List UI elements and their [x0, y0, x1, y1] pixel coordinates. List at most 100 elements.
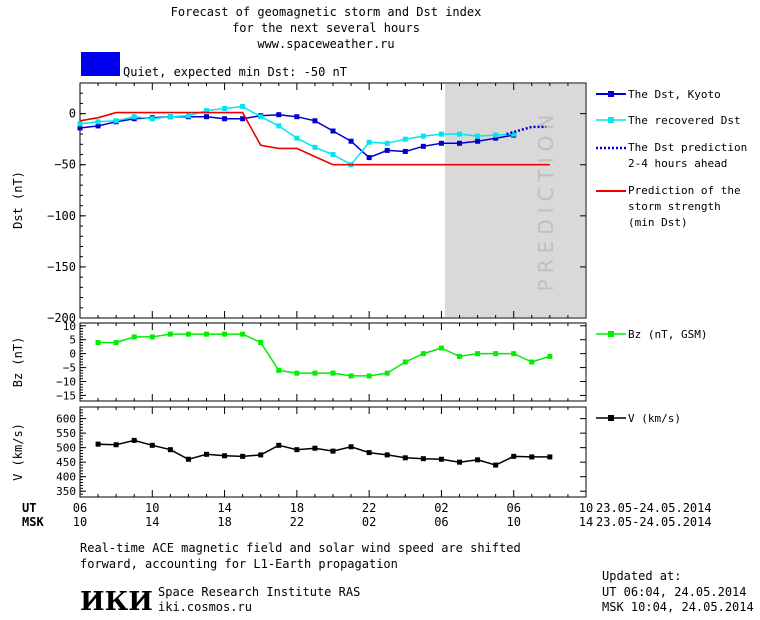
v-series-group	[95, 437, 553, 468]
data-point	[330, 152, 336, 158]
y-tick-label: −5	[63, 362, 76, 375]
msk-tick-label: 02	[362, 515, 376, 529]
legend-v-marker	[608, 415, 614, 421]
data-point	[258, 452, 264, 458]
legend-bz-marker	[608, 331, 614, 337]
y-tick-label: −10	[56, 376, 76, 389]
msk-tick-label: 06	[434, 515, 448, 529]
data-point	[529, 359, 535, 365]
data-point	[330, 448, 336, 454]
data-point	[167, 331, 173, 337]
data-point	[258, 114, 264, 120]
data-point	[312, 370, 318, 376]
data-point	[294, 370, 300, 376]
data-point	[131, 437, 137, 443]
data-point	[366, 155, 372, 161]
ut-tick-label: 10	[145, 501, 159, 515]
dst-axis-label: Dst (nT)	[11, 171, 25, 229]
data-point	[294, 114, 300, 120]
iki-logo: ИКИ	[80, 587, 153, 617]
data-point	[348, 373, 354, 379]
data-point	[294, 135, 300, 141]
data-point	[475, 457, 481, 463]
updated-msk: MSK 10:04, 24.05.2014	[602, 600, 754, 614]
data-point	[493, 351, 499, 357]
data-point	[222, 453, 228, 459]
footer-note-line1: Real-time ACE magnetic field and solar w…	[80, 541, 521, 555]
updated-ut: UT 06:04, 24.05.2014	[602, 585, 747, 599]
data-point	[457, 131, 462, 137]
x-ticks	[79, 83, 587, 497]
data-point	[529, 454, 535, 460]
y-tick-label: 400	[56, 471, 76, 484]
data-point	[240, 104, 246, 109]
series-line-1-0	[98, 333, 551, 377]
data-point	[167, 447, 173, 453]
site-url: www.spaceweather.ru	[257, 37, 394, 51]
data-point	[131, 334, 137, 340]
data-point	[95, 123, 101, 129]
msk-row-label: MSK	[22, 515, 44, 529]
data-point	[276, 123, 282, 129]
data-point	[493, 132, 499, 138]
data-point	[204, 331, 209, 337]
data-point	[384, 140, 390, 146]
data-point	[95, 340, 101, 345]
bz-axis-label: Bz (nT)	[11, 337, 25, 388]
bz-series-group	[95, 331, 553, 379]
data-point	[475, 351, 481, 357]
data-point	[511, 351, 517, 357]
data-point	[366, 450, 372, 456]
series-line-0-3	[79, 111, 550, 166]
data-point	[204, 108, 209, 114]
data-point	[222, 106, 228, 112]
series-line-2-0	[98, 439, 550, 466]
ut-tick-label: 10	[579, 501, 593, 515]
v-axis-label: V (km/s)	[11, 423, 25, 481]
legend-v-label: V (km/s)	[628, 412, 681, 425]
y-tick-label: 600	[56, 413, 76, 426]
data-point	[204, 114, 209, 120]
status-swatch	[81, 52, 120, 76]
data-point	[185, 113, 191, 119]
footer-note-line2: forward, accounting for L1-Earth propaga…	[80, 557, 398, 571]
msk-tick-label: 14	[145, 515, 159, 529]
data-point	[384, 452, 390, 458]
data-point	[312, 118, 318, 124]
legend-recovered-label: The recovered Dst	[628, 114, 741, 127]
data-point	[493, 462, 499, 468]
y-tick-label: 0	[69, 107, 76, 121]
ut-tick-label: 18	[290, 501, 304, 515]
data-point	[457, 353, 462, 359]
y-tick-label: 5	[69, 334, 76, 347]
dst-series-group	[77, 104, 550, 168]
ut-tick-label: 06	[73, 501, 87, 515]
institute-name: Space Research Institute RAS	[158, 585, 360, 599]
data-point	[276, 442, 282, 448]
y-tick-label: −150	[47, 260, 76, 274]
data-point	[438, 140, 444, 146]
data-point	[149, 334, 155, 340]
data-point	[366, 139, 372, 145]
ut-tick-label: 06	[506, 501, 520, 515]
data-point	[402, 148, 408, 154]
data-point	[167, 114, 173, 120]
data-point	[330, 370, 336, 376]
legend-strength-label-3: (min Dst)	[628, 216, 688, 229]
ut-tick-labels: 06 10 14 18 22 02 06 10	[73, 501, 593, 515]
data-point	[511, 453, 517, 459]
dst-y-ticks: 0 −50 −100 −150 −200	[47, 82, 586, 325]
data-point	[547, 353, 553, 359]
msk-tick-labels: 10 14 18 22 02 06 10 14	[73, 515, 593, 529]
y-tick-label: 350	[56, 485, 76, 498]
data-point	[511, 131, 517, 137]
data-point	[77, 121, 83, 127]
data-point	[95, 119, 101, 125]
data-point	[276, 367, 282, 373]
y-tick-label: 450	[56, 456, 76, 469]
data-point	[438, 456, 444, 462]
data-point	[312, 144, 318, 150]
msk-tick-label: 22	[290, 515, 304, 529]
data-point	[222, 331, 228, 337]
